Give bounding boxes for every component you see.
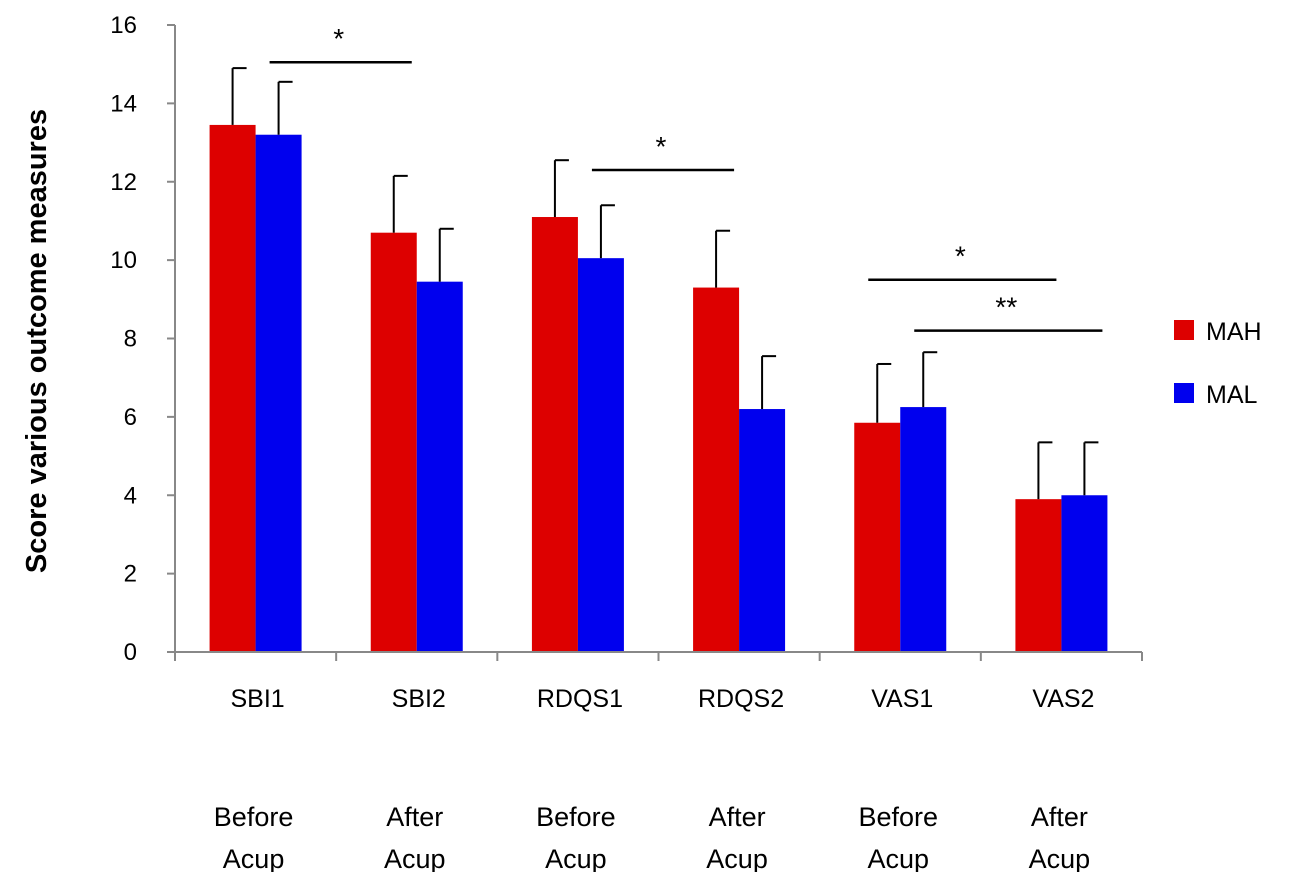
y-axis-label: Score various outcome measures — [21, 109, 53, 573]
y-tick-label: 2 — [124, 561, 137, 588]
x-tick-label-rdqs2: RDQS2 — [698, 685, 784, 713]
significance-marker: * — [955, 241, 966, 272]
sublabel-line1: Before — [858, 802, 938, 832]
y-tick-label: 10 — [110, 247, 137, 274]
bar-mal-sbi2 — [416, 281, 463, 652]
sublabel-line1: After — [1031, 802, 1088, 832]
y-tick-label: 12 — [110, 169, 137, 196]
bar-mah-sbi2 — [370, 232, 417, 652]
significance-marker: * — [333, 23, 344, 54]
legend-swatch-mah — [1174, 320, 1194, 340]
legend-swatch-mal — [1174, 383, 1194, 403]
bar-mah-rdqs1 — [531, 217, 578, 653]
significance-marker: ** — [995, 292, 1017, 323]
bar-mah-sbi1 — [209, 124, 256, 653]
sublabel-line2: Acup — [384, 844, 446, 872]
sublabel-line2: Acup — [545, 844, 607, 872]
legend-label-mah: MAH — [1206, 318, 1262, 346]
bar-mal-rdqs2 — [739, 409, 786, 652]
sublabel-line1: After — [709, 802, 766, 832]
sublabel-line2: Acup — [867, 844, 929, 872]
bar-mal-rdqs1 — [577, 258, 624, 652]
bar-mah-rdqs2 — [693, 287, 740, 652]
y-tick-label: 0 — [124, 639, 137, 666]
sublabel-line2: Acup — [1029, 844, 1091, 872]
x-tick-label-rdqs1: RDQS1 — [537, 685, 623, 713]
bar-mal-vas1 — [900, 407, 947, 652]
sublabel-line1: Before — [214, 802, 294, 832]
significance-marker: * — [656, 131, 667, 162]
bar-mal-vas2 — [1061, 495, 1108, 652]
y-tick-label: 16 — [110, 12, 137, 39]
x-tick-label-vas1: VAS1 — [871, 685, 933, 713]
sublabel-line1: Before — [536, 802, 616, 832]
y-tick-label: 6 — [124, 404, 137, 431]
legend-label-mal: MAL — [1206, 381, 1258, 409]
sublabel-line2: Acup — [223, 844, 285, 872]
bar-mah-vas1 — [854, 422, 901, 652]
sublabel-line1: After — [386, 802, 443, 832]
x-tick-label-sbi1: SBI1 — [230, 685, 284, 713]
bar-mal-sbi1 — [255, 134, 302, 653]
x-tick-label-sbi2: SBI2 — [392, 685, 446, 713]
bar-mah-vas2 — [1015, 499, 1062, 652]
y-tick-label: 14 — [110, 90, 137, 117]
x-tick-label-vas2: VAS2 — [1032, 685, 1094, 713]
y-tick-label: 8 — [124, 326, 137, 353]
sublabel-line2: Acup — [706, 844, 768, 872]
y-tick-label: 4 — [124, 482, 137, 509]
